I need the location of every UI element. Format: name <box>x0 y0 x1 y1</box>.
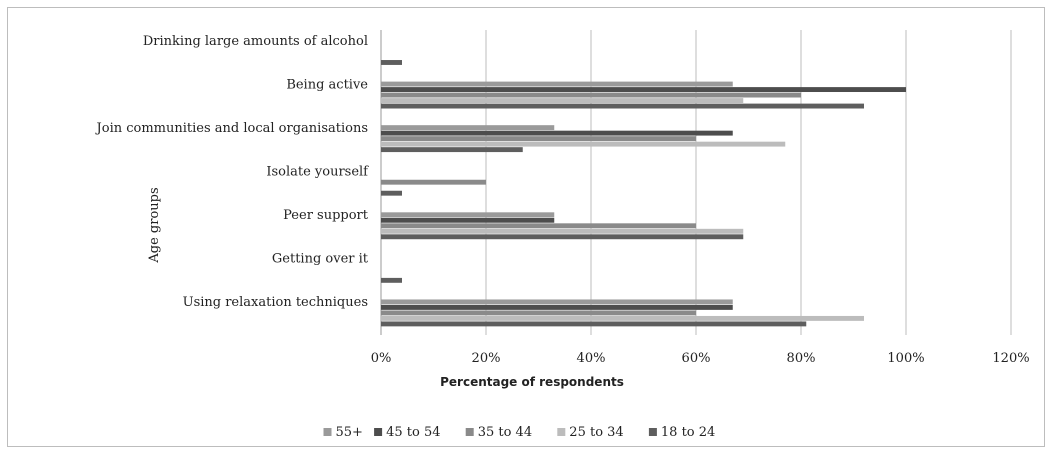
bar <box>381 228 744 234</box>
bar <box>381 98 744 104</box>
x-tick-label: 120% <box>992 351 1029 366</box>
bar <box>381 217 555 223</box>
bar <box>381 190 402 196</box>
bar <box>381 125 555 131</box>
x-tick-labels: 0% 20% 40% 60% 80% 100% 120% <box>371 351 1030 366</box>
bar <box>381 234 744 240</box>
bar <box>381 81 733 87</box>
category-label: Using relaxation techniques <box>183 295 368 310</box>
bar <box>381 103 864 109</box>
x-tick-label: 60% <box>682 351 711 366</box>
legend-swatch <box>648 428 657 436</box>
x-tick-label: 0% <box>371 351 392 366</box>
legend-label: 18 to 24 <box>661 425 715 440</box>
x-tick-label: 80% <box>787 351 816 366</box>
bar <box>381 130 733 136</box>
x-tick-label: 20% <box>472 351 501 366</box>
bar <box>381 310 696 316</box>
category-label: Isolate yourself <box>266 165 369 180</box>
bar <box>381 223 696 229</box>
x-tick-label: 100% <box>887 351 924 366</box>
bars <box>381 60 906 327</box>
bar <box>381 136 696 142</box>
bar <box>381 212 555 218</box>
category-label: Getting over it <box>272 252 369 267</box>
bar <box>381 92 801 98</box>
legend-swatch <box>323 428 332 436</box>
x-axis-title: Percentage of respondents <box>440 375 624 389</box>
category-label: Drinking large amounts of alcohol <box>143 34 368 49</box>
bar <box>381 60 402 65</box>
legend-label: 45 to 54 <box>386 425 440 440</box>
bar <box>381 277 402 283</box>
legend-label: 55+ <box>336 425 363 440</box>
x-tick-label: 40% <box>577 351 606 366</box>
category-label: Being active <box>286 77 368 92</box>
legend-swatch <box>557 428 566 436</box>
legend: 55+ 45 to 54 35 to 44 25 to 34 18 to 24 <box>323 425 715 440</box>
bar <box>381 147 523 153</box>
legend-swatch <box>465 428 474 436</box>
y-axis-title: Age groups <box>147 187 162 263</box>
bar <box>381 141 786 147</box>
legend-label: 35 to 44 <box>478 425 532 440</box>
bar <box>381 315 864 321</box>
category-label: Join communities and local organisations <box>95 121 368 136</box>
bar <box>381 87 906 93</box>
category-label: Peer support <box>283 208 369 223</box>
bar <box>381 304 733 310</box>
category-labels: Drinking large amounts of alcohol Being a… <box>95 34 370 310</box>
bar <box>381 299 733 305</box>
gridlines <box>380 30 1012 335</box>
bar <box>381 179 486 185</box>
legend-swatch <box>374 428 383 436</box>
bar <box>381 321 807 327</box>
legend-label: 25 to 34 <box>569 425 623 440</box>
